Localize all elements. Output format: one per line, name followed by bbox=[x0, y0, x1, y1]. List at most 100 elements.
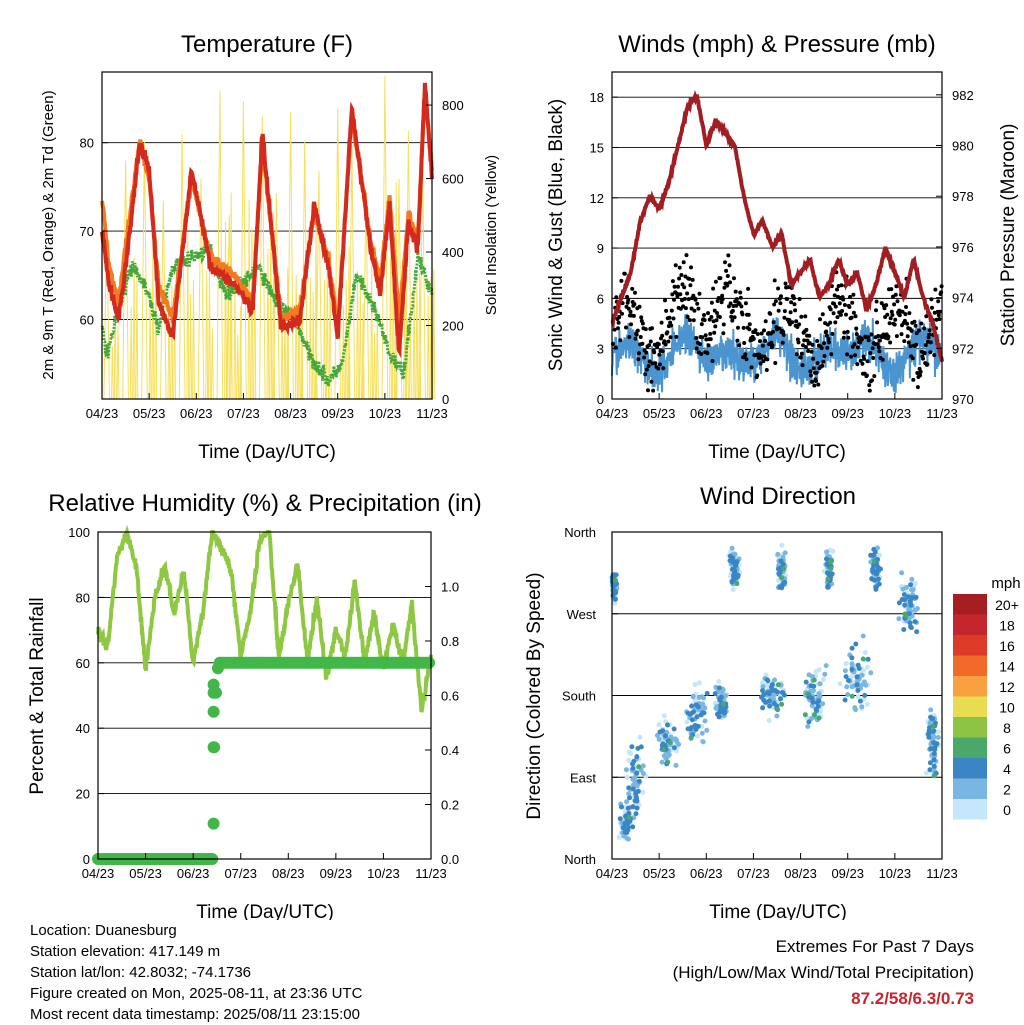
legend-swatch bbox=[953, 635, 987, 656]
humidity-xtick-label: 06/23 bbox=[177, 866, 210, 881]
humidity-y2tick-label: 1.0 bbox=[441, 580, 459, 595]
humidity-xtick-label: 04/23 bbox=[82, 866, 115, 881]
winds-xtick-label: 10/23 bbox=[879, 406, 912, 421]
humidity-ytick-label: 40 bbox=[76, 721, 90, 736]
temperature-xtick-label: 05/23 bbox=[133, 406, 166, 421]
winds-y2tick-label: 974 bbox=[952, 291, 974, 306]
humidity-xtick-label: 10/23 bbox=[367, 866, 400, 881]
winds-ylabel: Sonic Wind & Gust (Blue, Black) bbox=[546, 99, 567, 371]
legend-label: 0 bbox=[1003, 802, 1011, 818]
direction-panel: Wind Direction 04/23 05/23 06/23 07/23 08/23… bbox=[524, 483, 1021, 920]
extremes-values: 87.2/58/6.3/0.73 bbox=[851, 989, 974, 1008]
extremes-subtitle: (High/Low/Max Wind/Total Precipitation) bbox=[672, 963, 974, 982]
direction-xtick-label: 06/23 bbox=[690, 866, 723, 881]
legend-label: 10 bbox=[999, 700, 1015, 716]
winds-panel: Winds (mph) & Pressure (mb) 04/23 05/23 06… bbox=[546, 31, 1019, 463]
humidity-ytick-label: 20 bbox=[76, 787, 90, 802]
winds-xtick-label: 08/23 bbox=[784, 406, 817, 421]
winds-xtick-label: 09/23 bbox=[831, 406, 864, 421]
temperature-xtick-label: 10/23 bbox=[369, 406, 402, 421]
direction-xtick-label: 10/23 bbox=[879, 866, 912, 881]
temperature-xtick-label: 11/23 bbox=[416, 406, 448, 421]
temp-2m-line bbox=[100, 82, 434, 359]
legend-swatch bbox=[953, 594, 987, 615]
temperature-xtick-label: 04/23 bbox=[86, 406, 119, 421]
direction-ytick-label: South bbox=[562, 689, 596, 704]
legend-swatch bbox=[953, 799, 987, 820]
direction-xtick-label: 08/23 bbox=[784, 866, 817, 881]
temperature-y2tick-label: 400 bbox=[442, 245, 464, 260]
direction-ytick-label: West bbox=[567, 607, 597, 622]
humidity-frame bbox=[97, 531, 432, 860]
temperature-ytick-label: 80 bbox=[80, 136, 94, 151]
temperature-panel: Temperature (F) 04/23 05/23 06/23 07/23 08/2… bbox=[40, 31, 500, 463]
legend-swatch bbox=[953, 778, 987, 799]
winds-y2label: Station Pressure (Maroon) bbox=[998, 124, 1019, 347]
direction-ytick-label: East bbox=[570, 770, 596, 785]
legend-title: mph bbox=[991, 575, 1020, 592]
legend-label: 20+ bbox=[995, 597, 1019, 613]
legend-label: 12 bbox=[999, 679, 1015, 695]
station-info: Location: Duanesburg Station elevation: … bbox=[30, 920, 362, 1025]
direction-xtick-label: 05/23 bbox=[643, 866, 676, 881]
legend-swatch bbox=[953, 717, 987, 738]
temperature-xtick-label: 06/23 bbox=[180, 406, 213, 421]
winds-frame bbox=[611, 71, 943, 400]
winds-xtick-label: 07/23 bbox=[737, 406, 770, 421]
legend-swatch bbox=[953, 758, 987, 779]
humidity-xtick-label: 08/23 bbox=[272, 866, 305, 881]
winds-xlabel: Time (Day/UTC) bbox=[708, 442, 846, 463]
humidity-y2tick-label: 0.0 bbox=[441, 852, 459, 867]
dewpoint-line bbox=[100, 241, 434, 388]
temperature-y2tick-label: 0 bbox=[442, 392, 449, 407]
direction-xtick-label: 09/23 bbox=[831, 866, 864, 881]
extremes-title: Extremes For Past 7 Days bbox=[775, 937, 974, 956]
winds-ytick-label: 12 bbox=[590, 191, 604, 206]
humidity-ytick-label: 100 bbox=[68, 525, 90, 540]
figure-created: Figure created on Mon, 2025-08-11, at 23… bbox=[30, 985, 363, 1002]
precipitation-points bbox=[92, 656, 436, 866]
humidity-xlabel: Time (Day/UTC) bbox=[196, 902, 334, 920]
humidity-y2tick-label: 0.4 bbox=[441, 743, 459, 758]
station-elevation: Station elevation: 417.149 m bbox=[30, 943, 221, 960]
temperature-y2tick-label: 200 bbox=[442, 319, 464, 334]
direction-title: Wind Direction bbox=[700, 483, 856, 510]
humidity-xtick-label: 11/23 bbox=[415, 866, 447, 881]
temperature-xtick-label: 07/23 bbox=[227, 406, 260, 421]
humidity-ytick-label: 60 bbox=[76, 656, 90, 671]
humidity-ytick-label: 80 bbox=[76, 590, 90, 605]
direction-xlabel: Time (Day/UTC) bbox=[709, 902, 847, 920]
direction-xtick-label: 07/23 bbox=[737, 866, 770, 881]
direction-ytick-label: North bbox=[564, 852, 596, 867]
legend-label: 18 bbox=[999, 618, 1015, 634]
relative-humidity-line bbox=[96, 524, 433, 713]
station-latlon: Station lat/lon: 42.8032; -74.1736 bbox=[30, 964, 252, 981]
humidity-ytick-label: 0 bbox=[83, 852, 90, 867]
humidity-ylabel: Percent & Total Rainfall bbox=[27, 597, 48, 794]
direction-xtick-label: 04/23 bbox=[596, 866, 629, 881]
winds-ytick-label: 9 bbox=[597, 241, 604, 256]
winds-y2tick-label: 976 bbox=[952, 240, 974, 255]
temperature-y2tick-label: 800 bbox=[442, 98, 464, 113]
winds-xtick-label: 11/23 bbox=[926, 406, 958, 421]
winds-y2tick-label: 978 bbox=[952, 189, 974, 204]
winds-xtick-label: 04/23 bbox=[596, 406, 629, 421]
pressure-line bbox=[610, 89, 944, 362]
legend-label: 8 bbox=[1003, 720, 1011, 736]
direction-xtick-label: 11/23 bbox=[926, 866, 958, 881]
humidity-xtick-label: 07/23 bbox=[224, 866, 257, 881]
direction-ylabel: Direction (Colored By Speed) bbox=[524, 572, 545, 819]
winds-xtick-label: 06/23 bbox=[690, 406, 723, 421]
meteogram-figure: Temperature (F) 04/23 05/23 06/23 07/23 08/2… bbox=[27, 31, 1021, 920]
humidity-panel: Relative Humidity (%) & Precipitation (i… bbox=[27, 490, 482, 920]
winds-xtick-label: 05/23 bbox=[643, 406, 676, 421]
legend-label: 16 bbox=[999, 638, 1015, 654]
legend-swatch bbox=[953, 696, 987, 717]
humidity-title: Relative Humidity (%) & Precipitation (i… bbox=[48, 490, 481, 517]
humidity-xtick-label: 05/23 bbox=[129, 866, 162, 881]
temperature-ylabel: 2m & 9m T (Red, Orange) & 2m Td (Green) bbox=[40, 90, 57, 379]
legend-label: 4 bbox=[1003, 761, 1011, 777]
direction-ytick-label: North bbox=[564, 525, 596, 540]
humidity-xtick-label: 09/23 bbox=[320, 866, 353, 881]
recent-timestamp: Most recent data timestamp: 2025/08/11 2… bbox=[30, 1006, 360, 1023]
